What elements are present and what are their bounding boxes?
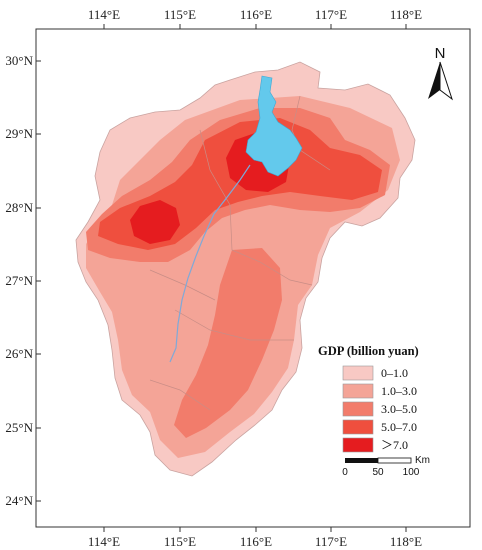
legend-swatch-1 [342,383,374,399]
legend-swatch-3 [342,419,374,435]
lon-label-bottom-116: 116°E [240,534,272,549]
north-arrow-icon: N [428,45,453,101]
lon-label-bottom-115: 115°E [164,534,196,549]
lon-label-bottom-114: 114°E [88,534,120,549]
lon-label-bottom-118: 118°E [390,534,422,549]
lat-label-29: 29°N [5,126,33,141]
poyang-lake [245,75,303,177]
scale-tick-0: 0 [342,467,348,478]
top-ticks [103,24,407,29]
lon-label-top-115: 115°E [164,7,196,22]
left-ticks [36,60,41,502]
lat-label-28: 28°N [5,200,33,215]
legend-swatch-0 [342,365,374,381]
legend-label-0: 0–1.0 [381,366,408,380]
lat-label-30: 30°N [5,53,33,68]
lat-label-27: 27°N [5,273,33,288]
lat-label-26: 26°N [5,346,33,361]
legend-label-3: 5.0–7.0 [381,420,417,434]
lon-label-top-118: 118°E [390,7,422,22]
scale-bar-segment-black [345,458,378,463]
lon-label-bottom-117: 117°E [315,534,347,549]
river [169,164,251,363]
gdp-core-west [130,200,180,244]
bottom-ticks [103,527,407,532]
legend-label-1: 1.0–3.0 [381,384,417,398]
lon-label-top-117: 117°E [315,7,347,22]
scale-tick-50: 50 [372,467,384,478]
north-label: N [435,45,446,62]
legend-label-4: ＞7.0 [381,438,408,452]
lon-label-top-114: 114°E [88,7,120,22]
gdp-band-3-5-south [174,248,282,438]
scale-unit: Km [415,455,430,466]
scale-bar-segment-white [377,457,412,464]
legend-swatch-4 [342,437,374,453]
legend: GDP (billion yuan) 0–1.0 1.0–3.0 3.0–5.0… [318,344,419,453]
scale-tick-100: 100 [403,467,420,478]
legend-title: GDP (billion yuan) [318,344,419,358]
lat-label-25: 25°N [5,420,33,435]
legend-label-2: 3.0–5.0 [381,402,417,416]
scale-bar: Km 0 50 100 [342,455,430,478]
legend-swatch-2 [342,401,374,417]
map-frame [35,28,471,528]
lat-label-24: 24°N [5,493,33,508]
lon-label-top-116: 116°E [240,7,272,22]
